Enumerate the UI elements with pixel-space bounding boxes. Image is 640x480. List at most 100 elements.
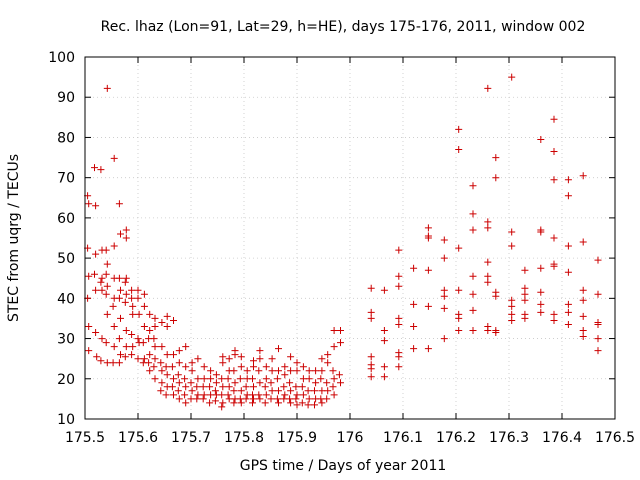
x-tick-label: 175.6 bbox=[118, 430, 158, 446]
data-point bbox=[484, 258, 492, 266]
data-point bbox=[424, 345, 432, 353]
data-point bbox=[337, 379, 344, 387]
data-point bbox=[275, 399, 282, 407]
x-tick-label: 176 bbox=[337, 430, 364, 446]
data-point bbox=[225, 383, 233, 391]
data-point bbox=[395, 363, 403, 371]
data-point bbox=[102, 339, 110, 347]
data-point bbox=[311, 401, 318, 409]
data-point bbox=[97, 278, 105, 286]
data-point bbox=[134, 335, 142, 343]
data-point bbox=[188, 367, 196, 375]
data-point bbox=[508, 302, 516, 310]
data-point bbox=[236, 375, 244, 383]
grid bbox=[85, 57, 615, 419]
data-point bbox=[455, 286, 463, 294]
data-point bbox=[182, 399, 190, 407]
data-point bbox=[140, 323, 148, 330]
data-point bbox=[380, 286, 388, 294]
data-point bbox=[579, 286, 587, 294]
data-point bbox=[293, 391, 301, 399]
data-point bbox=[564, 268, 572, 276]
data-point bbox=[150, 363, 158, 371]
y-tick-label: 50 bbox=[57, 251, 75, 267]
data-point bbox=[115, 335, 123, 343]
data-point bbox=[440, 286, 448, 294]
data-point bbox=[256, 355, 264, 363]
data-point bbox=[267, 379, 275, 387]
data-point bbox=[121, 298, 129, 306]
data-point bbox=[299, 363, 307, 371]
data-point bbox=[318, 399, 326, 407]
data-point bbox=[298, 399, 306, 407]
y-axis-label: STEC from uqrg / TECUs bbox=[6, 154, 22, 322]
data-point bbox=[293, 401, 301, 409]
data-point bbox=[330, 391, 338, 399]
data-point bbox=[218, 391, 226, 399]
data-point bbox=[230, 367, 238, 375]
data-point bbox=[275, 387, 282, 395]
data-point bbox=[508, 296, 516, 304]
x-tick-label: 175.7 bbox=[171, 430, 211, 446]
data-point bbox=[140, 302, 148, 310]
data-point bbox=[122, 226, 130, 234]
data-point bbox=[85, 200, 93, 208]
data-point bbox=[140, 290, 148, 298]
data-point bbox=[564, 308, 572, 316]
data-point bbox=[206, 383, 214, 391]
y-tick-label: 100 bbox=[48, 50, 75, 66]
data-point bbox=[484, 84, 492, 92]
data-point bbox=[305, 375, 313, 383]
data-point bbox=[395, 246, 403, 254]
data-point bbox=[594, 335, 602, 343]
data-point bbox=[135, 310, 143, 318]
data-point bbox=[594, 347, 602, 355]
data-point bbox=[311, 387, 318, 395]
data-point bbox=[231, 379, 239, 387]
data-point bbox=[103, 310, 111, 318]
data-point bbox=[440, 335, 448, 343]
data-point bbox=[287, 367, 295, 375]
data-point bbox=[367, 353, 375, 361]
data-point bbox=[163, 323, 171, 330]
data-point bbox=[212, 379, 220, 387]
data-point bbox=[550, 234, 558, 242]
plot-frame bbox=[84, 56, 616, 420]
data-point bbox=[194, 355, 202, 363]
data-point bbox=[134, 294, 142, 302]
data-point bbox=[537, 264, 545, 272]
x-tick-label: 175.8 bbox=[224, 430, 264, 446]
data-point bbox=[219, 383, 227, 391]
data-point bbox=[129, 343, 137, 351]
data-point bbox=[163, 351, 171, 359]
y-tick-label: 40 bbox=[57, 291, 75, 307]
data-point bbox=[455, 244, 463, 252]
data-point bbox=[537, 300, 545, 308]
data-point bbox=[337, 339, 344, 347]
y-tick-label: 90 bbox=[57, 90, 75, 106]
data-point bbox=[550, 262, 558, 270]
data-point bbox=[492, 329, 500, 336]
data-point bbox=[521, 266, 529, 274]
data-point bbox=[579, 327, 587, 334]
data-point bbox=[188, 359, 196, 367]
data-point bbox=[117, 351, 124, 359]
data-point bbox=[174, 371, 182, 379]
data-point bbox=[122, 274, 130, 282]
data-point bbox=[293, 367, 301, 375]
data-point bbox=[237, 399, 245, 407]
data-point bbox=[103, 282, 111, 290]
data-point bbox=[249, 391, 256, 399]
data-point bbox=[219, 359, 227, 367]
data-point bbox=[395, 321, 403, 328]
data-point bbox=[103, 84, 111, 92]
data-point bbox=[151, 355, 159, 363]
data-point bbox=[330, 343, 338, 351]
data-point bbox=[469, 210, 477, 218]
data-point bbox=[318, 367, 326, 375]
data-point bbox=[312, 367, 320, 375]
data-point bbox=[170, 391, 177, 399]
x-tick-label: 175.5 bbox=[65, 430, 105, 446]
data-point bbox=[187, 379, 195, 387]
data-point bbox=[367, 284, 375, 292]
